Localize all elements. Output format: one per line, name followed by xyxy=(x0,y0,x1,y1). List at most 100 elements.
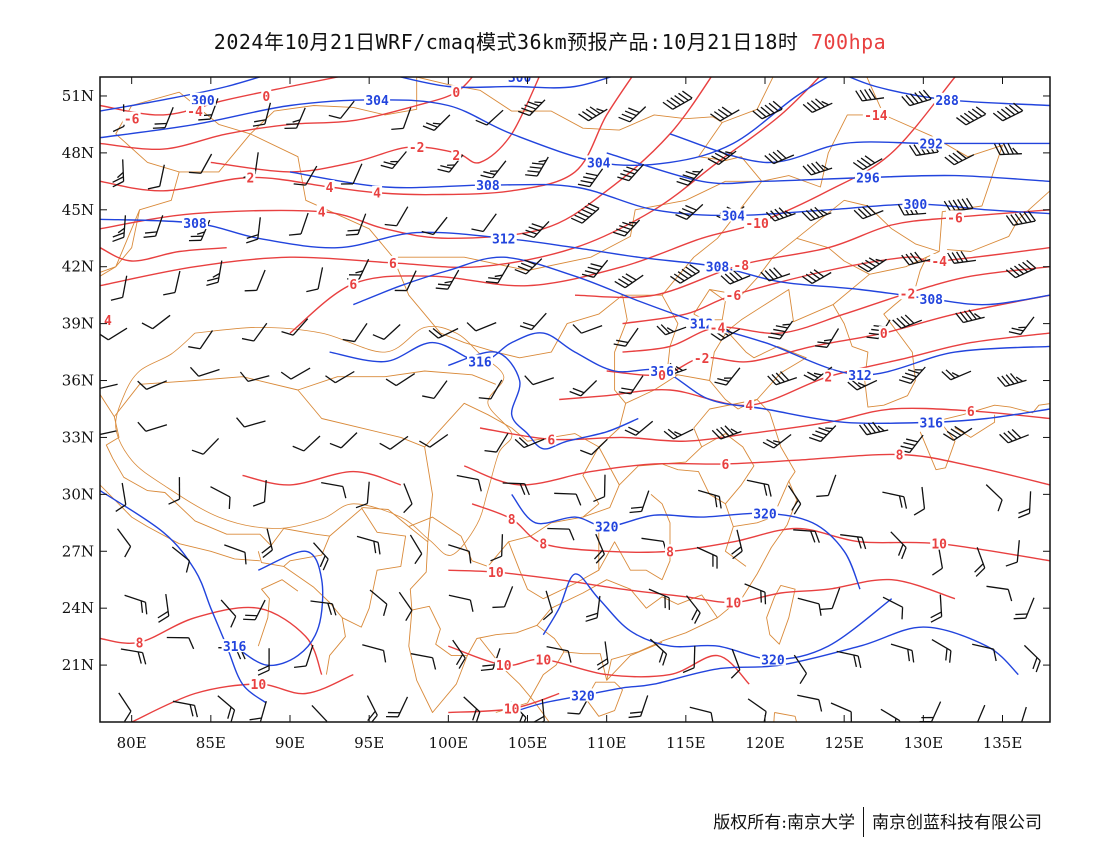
height-label-bg xyxy=(585,155,612,169)
wind-barb xyxy=(502,482,530,496)
temperature-label-bg xyxy=(134,635,145,649)
wind-barb xyxy=(224,544,247,565)
wind-barb xyxy=(243,599,266,621)
height-label-bg xyxy=(720,208,747,222)
temperature-label-bg xyxy=(665,544,675,558)
wind-barb xyxy=(901,251,931,266)
temperature-label: 4 xyxy=(745,399,753,414)
temperature-label: -14 xyxy=(864,109,888,124)
lon-tick-label: 95E xyxy=(354,734,384,752)
temperature-contour xyxy=(622,266,1050,353)
wind-barb xyxy=(157,594,170,623)
wind-barb xyxy=(280,367,311,380)
temperature-label-bg xyxy=(534,652,553,666)
wind-barb xyxy=(143,215,164,238)
wind-barb xyxy=(421,216,448,236)
wind-barb xyxy=(930,594,943,623)
wind-barb xyxy=(542,590,554,621)
wind-barb xyxy=(448,594,474,612)
temperature-label-bg xyxy=(708,320,727,334)
temperature-label: 2 xyxy=(824,371,832,386)
wind-barb xyxy=(306,267,324,293)
wind-barb xyxy=(624,420,654,436)
wind-barb xyxy=(345,213,367,236)
height-contour xyxy=(234,550,324,667)
wind-barb xyxy=(116,528,132,558)
wind-barb xyxy=(676,168,704,186)
wind-barb xyxy=(524,375,555,386)
wind-barb xyxy=(480,160,507,179)
wind-barb xyxy=(890,643,915,663)
wind-barb xyxy=(293,165,318,186)
wind-barb xyxy=(471,213,497,233)
wind-barb xyxy=(288,212,309,236)
wind-barb xyxy=(580,438,608,456)
temperature-label-bg xyxy=(387,255,398,269)
lat-tick-label: 45N xyxy=(62,201,94,219)
wind-barb xyxy=(612,219,641,237)
wind-barb xyxy=(252,480,267,507)
boundary-line xyxy=(297,370,496,391)
temperature-label-bg xyxy=(965,403,976,417)
boundary-line xyxy=(598,494,671,581)
lon-tick-label: 85E xyxy=(196,734,226,752)
temperature-label-bg xyxy=(724,595,743,609)
wind-barb xyxy=(572,324,603,334)
height-label-bg xyxy=(688,316,715,330)
temperature-label: -4 xyxy=(187,105,203,120)
temperature-label: -4 xyxy=(710,321,726,336)
temperature-label-bg xyxy=(122,111,141,125)
wind-barb xyxy=(112,159,125,188)
wind-barb xyxy=(514,258,543,275)
wind-barb xyxy=(422,380,448,400)
height-label-bg xyxy=(474,178,501,192)
wind-barb xyxy=(853,204,884,220)
wind-barb xyxy=(802,161,833,176)
wind-barb xyxy=(852,155,883,171)
wind-barb xyxy=(321,481,347,499)
boundary-line xyxy=(701,433,755,505)
lat-tick-label: 33N xyxy=(62,428,94,446)
wind-barb xyxy=(452,639,466,669)
wind-barb xyxy=(663,428,694,440)
lon-tick-label: 120E xyxy=(745,734,785,752)
temperature-label-bg xyxy=(930,536,949,550)
temperature-label: 6 xyxy=(967,405,975,420)
height-label: 308 xyxy=(183,217,207,232)
wind-barb xyxy=(858,421,889,436)
temperature-label-bg xyxy=(862,107,889,121)
height-label: 296 xyxy=(856,172,880,187)
wind-barb xyxy=(466,321,497,332)
wind-barb xyxy=(171,546,191,573)
boundary-line xyxy=(113,376,433,542)
temperature-label: -2 xyxy=(694,352,710,367)
wind-barb xyxy=(236,417,266,428)
copyright-left: 版权所有:南京大学 xyxy=(713,813,855,833)
height-label-bg xyxy=(752,506,778,520)
temperature-label-bg xyxy=(930,254,949,268)
boundary-line xyxy=(257,579,299,647)
temperature-label-bg xyxy=(494,658,513,672)
wind-barb xyxy=(409,534,423,565)
height-label: 304 xyxy=(587,156,611,171)
wind-barb xyxy=(975,704,986,722)
temperature-label: 8 xyxy=(896,449,904,464)
lon-tick-label: 135E xyxy=(983,734,1023,752)
wind-barb xyxy=(281,318,309,336)
temperature-contour xyxy=(574,209,1050,299)
boundary-line xyxy=(100,484,260,562)
height-label: 304 xyxy=(365,94,389,109)
height-label-bg xyxy=(902,197,929,211)
wind-barb xyxy=(629,490,650,514)
height-label-bg xyxy=(593,519,620,533)
height-label-bg xyxy=(934,92,961,106)
temperature-label-bg xyxy=(720,457,731,470)
temperature-label-bg xyxy=(261,88,272,102)
height-label-bg xyxy=(759,652,786,666)
wind-barb xyxy=(478,379,503,400)
wind-barb xyxy=(767,371,798,386)
temperature-label-bg xyxy=(451,85,462,99)
height-contour xyxy=(511,493,861,590)
wind-barb xyxy=(797,694,823,712)
wind-barbs xyxy=(100,88,1041,722)
